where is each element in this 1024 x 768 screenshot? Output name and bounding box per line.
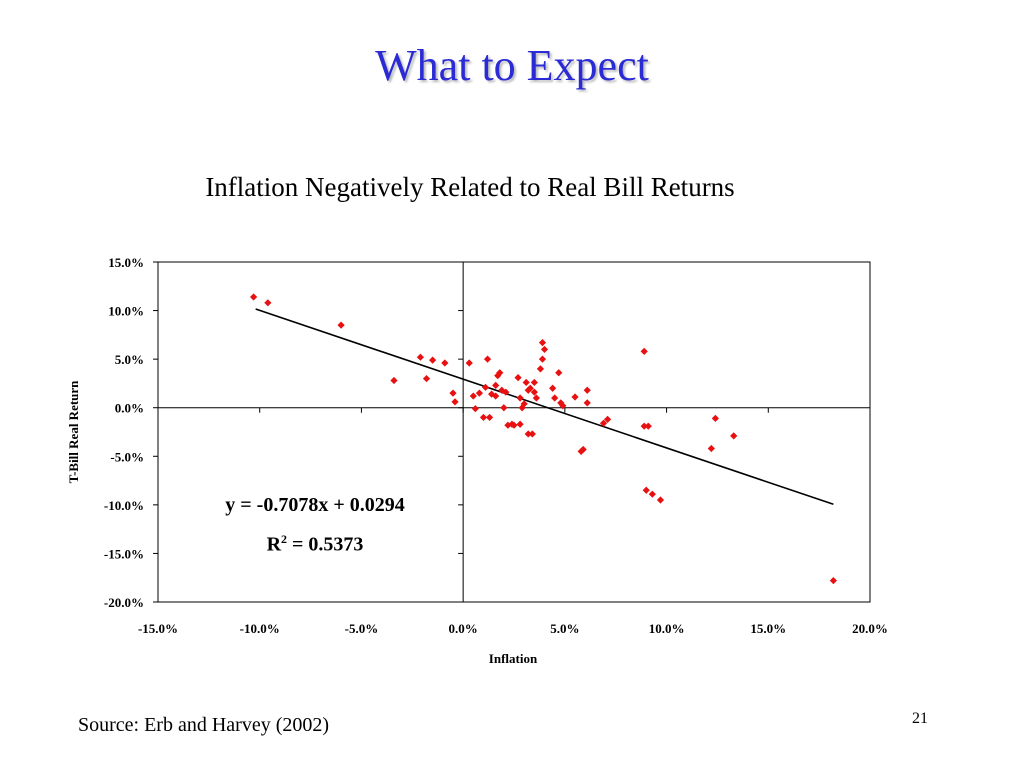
page-number: 21 — [912, 710, 928, 727]
data-point — [642, 486, 650, 494]
y-tick-label: -10.0% — [104, 498, 144, 513]
data-point — [571, 393, 579, 401]
data-point — [264, 299, 272, 307]
data-point — [451, 398, 459, 406]
data-point — [555, 369, 563, 377]
plot-area — [157, 261, 871, 603]
data-point — [549, 384, 557, 392]
data-point — [551, 394, 559, 402]
y-tick-label: -5.0% — [110, 449, 144, 464]
data-points — [250, 293, 837, 585]
data-point — [528, 430, 536, 438]
data-point — [711, 414, 719, 422]
y-tick-label: 5.0% — [115, 352, 144, 367]
data-point — [520, 400, 528, 408]
data-point — [557, 399, 565, 407]
data-point — [502, 388, 510, 396]
data-point — [416, 353, 425, 361]
y-axis-ticks: 15.0% 10.0% 5.0% 0.0% -5.0% -10.0% -15.0% -20.0… — [104, 255, 464, 610]
y-tick-label: -20.0% — [104, 595, 144, 610]
data-point — [481, 383, 490, 391]
data-point — [516, 420, 524, 428]
data-point — [538, 355, 547, 363]
data-point — [532, 394, 540, 402]
data-point — [559, 402, 567, 410]
data-point — [475, 389, 484, 397]
source-note: Source: Erb and Harvey (2002) — [78, 714, 330, 736]
data-point — [648, 490, 656, 498]
data-point — [483, 355, 492, 363]
data-point — [730, 432, 738, 440]
chart-title: Inflation Negatively Related to Real Bil… — [205, 172, 735, 202]
data-point — [492, 392, 500, 400]
data-point — [422, 374, 431, 383]
data-point — [640, 347, 648, 355]
x-tick-label: -5.0% — [345, 621, 379, 636]
data-point — [514, 374, 522, 382]
x-tick-label: 20.0% — [852, 621, 888, 636]
data-point — [583, 386, 591, 394]
data-point — [829, 577, 837, 585]
data-point — [599, 419, 608, 427]
data-point — [500, 404, 508, 412]
data-point — [526, 384, 534, 392]
y-tick-label: 0.0% — [115, 401, 144, 416]
x-axis-ticks: -15.0% -10.0% -5.0% 0.0% 5.0% 10.0% 15.0% 20.0% — [138, 407, 888, 636]
trendline-equation-box: y = -0.7078x + 0.0294 R2 = 0.5373 — [170, 488, 460, 562]
data-point — [538, 339, 547, 347]
data-point — [583, 399, 591, 407]
data-point — [524, 430, 532, 438]
data-point — [492, 381, 500, 389]
data-point — [479, 413, 488, 422]
x-tick-label: 5.0% — [550, 621, 579, 636]
data-point — [656, 496, 665, 504]
y-axis-title: T-Bill Real Return — [66, 380, 81, 484]
trendline — [255, 308, 834, 506]
data-point — [469, 392, 477, 400]
data-point — [577, 447, 585, 456]
data-point — [429, 356, 437, 364]
y-tick-label: 10.0% — [108, 304, 144, 319]
trendline-equation: y = -0.7078x + 0.0294 — [225, 494, 405, 516]
data-point — [644, 422, 652, 430]
data-point — [250, 293, 258, 301]
r-squared: R2 = 0.5373 — [266, 532, 364, 556]
data-point — [465, 359, 473, 367]
data-point — [540, 345, 549, 354]
data-point — [640, 422, 648, 430]
data-point — [707, 444, 715, 453]
data-point — [603, 415, 612, 423]
data-point — [496, 369, 504, 377]
data-point — [441, 359, 449, 367]
x-tick-label: 0.0% — [449, 621, 478, 636]
y-tick-label: 15.0% — [108, 255, 144, 270]
data-point — [524, 386, 532, 394]
data-point — [337, 321, 345, 329]
data-point — [579, 445, 587, 454]
data-point — [536, 365, 545, 373]
x-tick-label: 15.0% — [750, 621, 786, 636]
data-point — [510, 421, 518, 429]
slide-title: What to Expect — [375, 41, 649, 90]
data-point — [530, 378, 538, 387]
data-point — [449, 389, 457, 397]
data-point — [522, 378, 530, 387]
data-point — [504, 421, 512, 429]
data-point — [471, 405, 479, 413]
x-tick-label: -15.0% — [138, 621, 178, 636]
trendline-group — [255, 308, 834, 506]
x-axis-title: Inflation — [489, 651, 538, 666]
y-tick-label: -15.0% — [104, 546, 144, 561]
x-tick-label: -10.0% — [240, 621, 280, 636]
data-point — [516, 394, 524, 402]
data-point — [530, 388, 538, 396]
data-point — [485, 413, 494, 422]
data-point — [390, 376, 398, 385]
x-tick-label: 10.0% — [649, 621, 685, 636]
